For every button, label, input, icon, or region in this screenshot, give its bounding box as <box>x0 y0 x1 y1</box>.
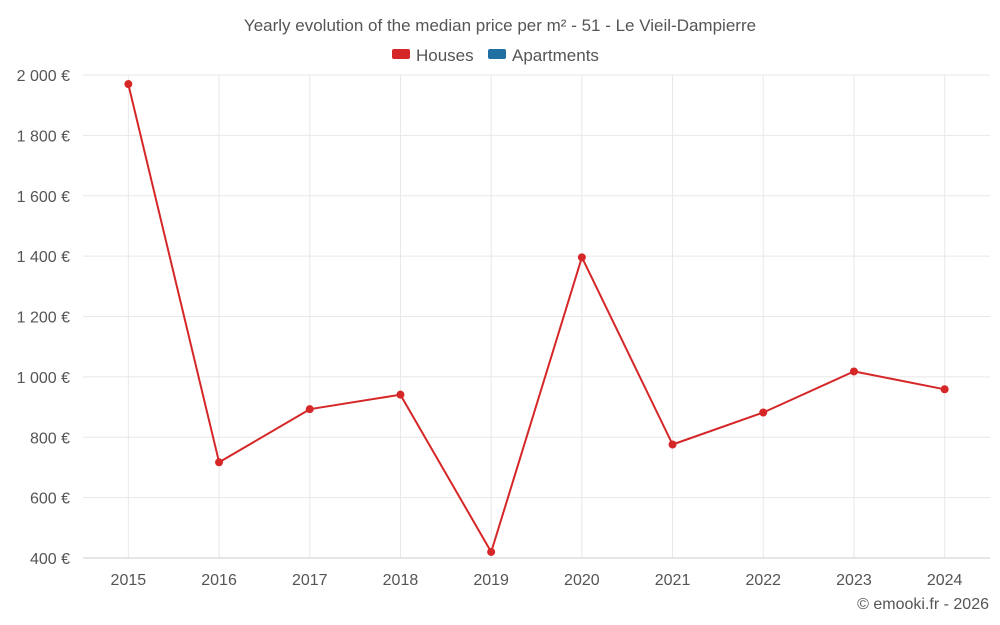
legend: Houses Apartments <box>392 46 599 65</box>
data-point-houses[interactable] <box>215 458 224 467</box>
chart-title: Yearly evolution of the median price per… <box>244 16 756 35</box>
series-layer <box>124 80 949 556</box>
x-tick-label: 2018 <box>383 572 419 589</box>
x-tick-label: 2022 <box>745 572 781 589</box>
x-tick-label: 2016 <box>201 572 237 589</box>
series-line-houses <box>127 83 945 553</box>
data-point-houses[interactable] <box>940 385 949 394</box>
data-point-houses[interactable] <box>124 80 133 89</box>
y-tick-label: 800 € <box>30 430 70 447</box>
x-tick-label: 2020 <box>564 572 600 589</box>
y-tick-label: 400 € <box>30 551 70 568</box>
data-point-houses[interactable] <box>668 440 677 449</box>
legend-item-houses[interactable]: Houses <box>392 46 474 65</box>
y-tick-label: 1 200 € <box>17 310 70 327</box>
credit-text: © emooki.fr - 2026 <box>857 596 989 613</box>
data-point-houses[interactable] <box>396 390 405 399</box>
data-point-houses[interactable] <box>305 405 314 414</box>
y-tick-label: 600 € <box>30 491 70 508</box>
legend-label-apartments: Apartments <box>512 46 599 65</box>
y-tick-label: 1 400 € <box>17 249 70 266</box>
y-tick-label: 1 600 € <box>17 189 70 206</box>
y-gridlines <box>83 74 990 499</box>
x-tick-label: 2015 <box>111 572 147 589</box>
y-axis-labels: 400 € 600 € 800 € 1 000 € 1 200 € 1 400 € 1 60… <box>17 68 70 568</box>
x-tick-label: 2023 <box>836 572 872 589</box>
legend-swatch-apartments <box>488 49 506 59</box>
y-tick-label: 1 800 € <box>17 128 70 145</box>
data-point-houses[interactable] <box>577 253 586 262</box>
legend-item-apartments[interactable]: Apartments <box>488 46 599 65</box>
data-point-houses[interactable] <box>487 547 496 556</box>
legend-swatch-houses <box>392 49 410 59</box>
x-tick-label: 2021 <box>655 572 691 589</box>
x-gridlines <box>127 75 946 558</box>
data-point-houses[interactable] <box>759 408 768 417</box>
legend-label-houses: Houses <box>416 46 474 65</box>
data-point-houses[interactable] <box>849 367 858 376</box>
y-tick-label: 1 000 € <box>17 370 70 387</box>
y-tick-label: 2 000 € <box>17 68 70 85</box>
x-tick-label: 2024 <box>927 572 963 589</box>
x-tick-label: 2017 <box>292 572 328 589</box>
x-tick-label: 2019 <box>473 572 509 589</box>
x-axis-labels: 2015 2016 2017 2018 2019 2020 2021 2022 2023 2024 <box>111 572 963 589</box>
